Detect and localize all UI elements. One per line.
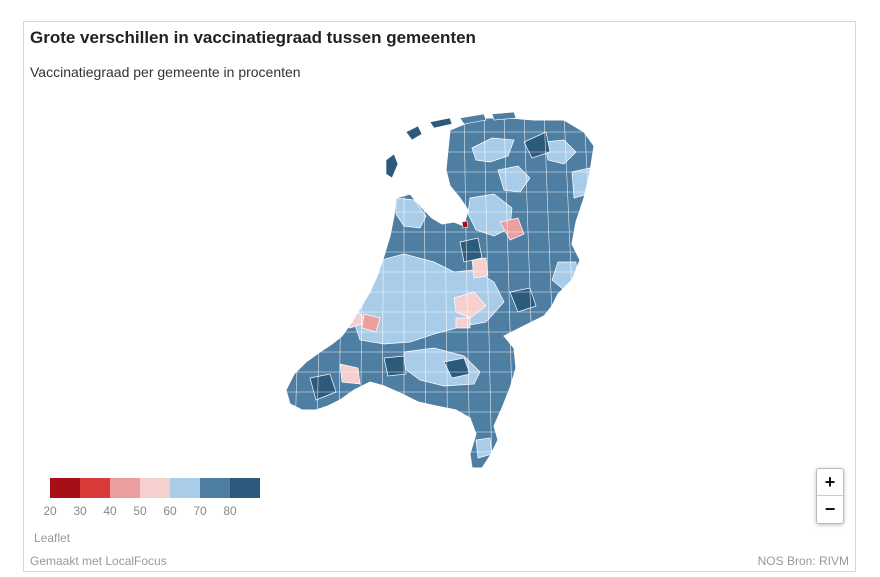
chart-subtitle: Vaccinatiegraad per gemeente in procente… <box>30 64 301 80</box>
zoom-control: + − <box>816 468 844 524</box>
made-with-link[interactable]: Gemaakt met LocalFocus <box>30 554 167 568</box>
legend-swatch-7 <box>230 478 260 498</box>
leaflet-attribution-link[interactable]: Leaflet <box>34 531 71 545</box>
legend-swatch-2 <box>80 478 110 498</box>
legend-label: 60 <box>163 504 177 518</box>
legend-swatch-3 <box>110 478 140 498</box>
legend-swatch-1 <box>50 478 80 498</box>
urk-highlight <box>461 220 469 229</box>
legend-swatch-4 <box>140 478 170 498</box>
legend-label: 40 <box>103 504 117 518</box>
wadden-islands <box>385 111 517 179</box>
legend-label: 70 <box>193 504 207 518</box>
zoom-out-button[interactable]: − <box>824 499 836 519</box>
legend-label: 50 <box>133 504 147 518</box>
map-area <box>286 118 594 468</box>
legend-label: 20 <box>43 504 57 518</box>
legend-label: 30 <box>73 504 87 518</box>
chart-frame: Grote verschillen in vaccinatiegraad tus… <box>23 21 856 572</box>
source-credit: NOS Bron: RIVM <box>757 554 849 568</box>
legend-swatch-5 <box>170 478 200 498</box>
chart-title: Grote verschillen in vaccinatiegraad tus… <box>30 28 476 47</box>
legend-swatch-6 <box>200 478 230 498</box>
legend-label: 80 <box>223 504 237 518</box>
zoom-in-button[interactable]: + <box>817 469 843 496</box>
netherlands-choropleth-map[interactable] <box>24 22 857 573</box>
